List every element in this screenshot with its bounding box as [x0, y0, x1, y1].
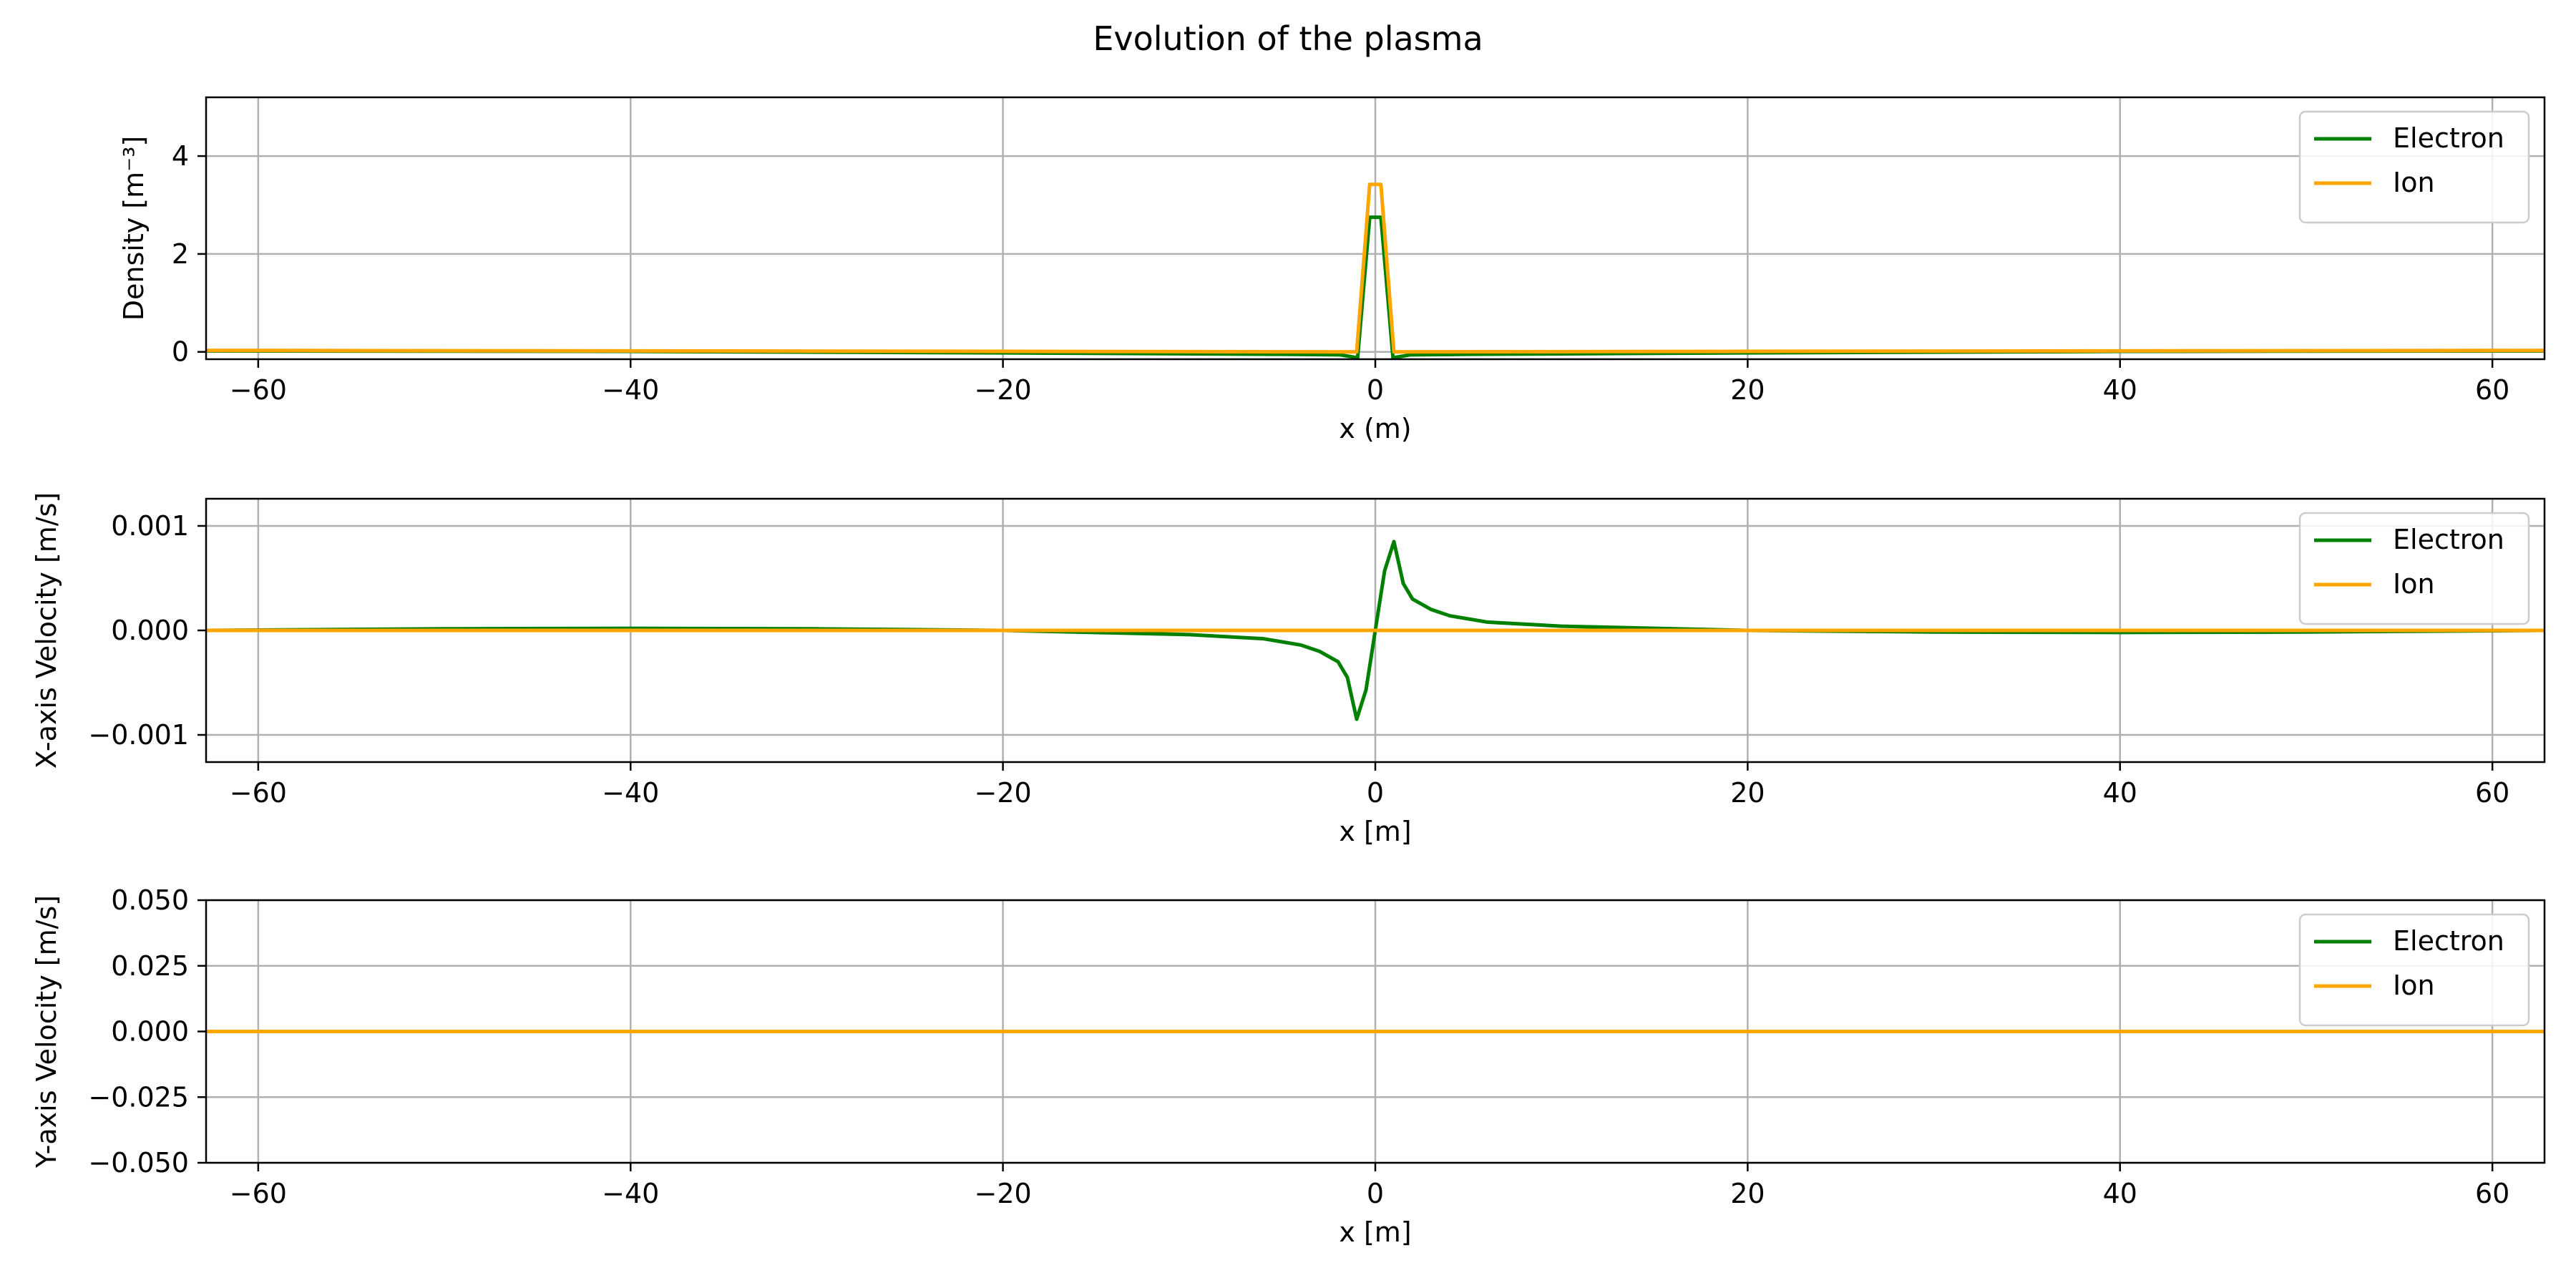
legend-label-ion: Ion: [2393, 167, 2435, 198]
series-group: [206, 540, 2545, 721]
y-tick-label: −0.050: [88, 1147, 189, 1179]
x-tick-label: −60: [230, 777, 287, 809]
y-tick-label: 0.000: [111, 1016, 189, 1048]
figure-title: Evolution of the plasma: [1093, 19, 1483, 58]
x-tick-label: −40: [602, 1178, 659, 1209]
x-tick-label: 0: [1367, 777, 1384, 809]
y-tick-label: −0.001: [88, 719, 189, 751]
legend: Electron Ion: [2298, 913, 2530, 1027]
legend-label-electron: Electron: [2393, 122, 2504, 154]
subplot-1: −60 −40 −20 0 20 40 60 0 2 4 x (m) Density [m⁻³] Ele…: [118, 96, 2546, 444]
y-tick-label: 0.000: [111, 615, 189, 646]
x-axis-label: x [m]: [1339, 816, 1411, 847]
x-tick-label: −60: [230, 1178, 287, 1209]
x-tick-label: 40: [2103, 374, 2137, 406]
y-tick-label: 0.001: [111, 510, 189, 542]
x-tick-label: 40: [2103, 777, 2137, 809]
x-tick-label: 60: [2475, 1178, 2509, 1209]
y-axis-label: Density [m⁻³]: [118, 136, 150, 321]
x-tick-label: −40: [602, 777, 659, 809]
x-tick-label: 60: [2475, 777, 2509, 809]
x-tick-label: 60: [2475, 374, 2509, 406]
y-axis-label: X-axis Velocity [m/s]: [31, 492, 62, 769]
x-tick-label: 20: [1730, 374, 1765, 406]
y-tick-label: −0.025: [88, 1081, 189, 1113]
legend-label-electron: Electron: [2393, 524, 2504, 555]
legend: Electron Ion: [2298, 512, 2530, 625]
series-line-ion: [206, 182, 2545, 354]
x-tick-label: −20: [975, 1178, 1032, 1209]
x-tick-label: −20: [975, 374, 1032, 406]
x-tick-label: 20: [1730, 1178, 1765, 1209]
x-axis-label: x (m): [1339, 413, 1411, 444]
y-tick-label: 0.025: [111, 950, 189, 982]
legend-label-ion: Ion: [2393, 970, 2435, 1001]
x-tick-label: −60: [230, 374, 287, 406]
x-tick-label: −40: [602, 374, 659, 406]
x-tick-label: 0: [1367, 374, 1384, 406]
x-tick-label: −20: [975, 777, 1032, 809]
x-axis-label: x [m]: [1339, 1216, 1411, 1248]
y-tick-label: 2: [172, 238, 189, 270]
legend-label-electron: Electron: [2393, 925, 2504, 957]
x-tick-label: 0: [1367, 1178, 1384, 1209]
y-tick-label: 0: [172, 336, 189, 368]
subplots: −60 −40 −20 0 20 40 60 0 2 4 x (m) Density [m⁻³] Ele…: [31, 96, 2546, 1248]
y-axis-label: Y-axis Velocity [m/s]: [31, 895, 62, 1169]
legend-label-ion: Ion: [2393, 568, 2435, 600]
x-tick-label: 20: [1730, 777, 1765, 809]
y-tick-label: 4: [172, 140, 189, 172]
subplot-2: −60 −40 −20 0 20 40 60 −0.001 0.000 0.001 x [m] X-a…: [31, 492, 2546, 847]
y-tick-label: 0.050: [111, 884, 189, 916]
series-group: [206, 182, 2545, 359]
subplot-3: −60 −40 −20 0 20 40 60 −0.050 −0.025 0.000 0.025 0.…: [31, 884, 2546, 1248]
x-tick-label: 40: [2103, 1178, 2137, 1209]
legend: Electron Ion: [2298, 110, 2530, 224]
